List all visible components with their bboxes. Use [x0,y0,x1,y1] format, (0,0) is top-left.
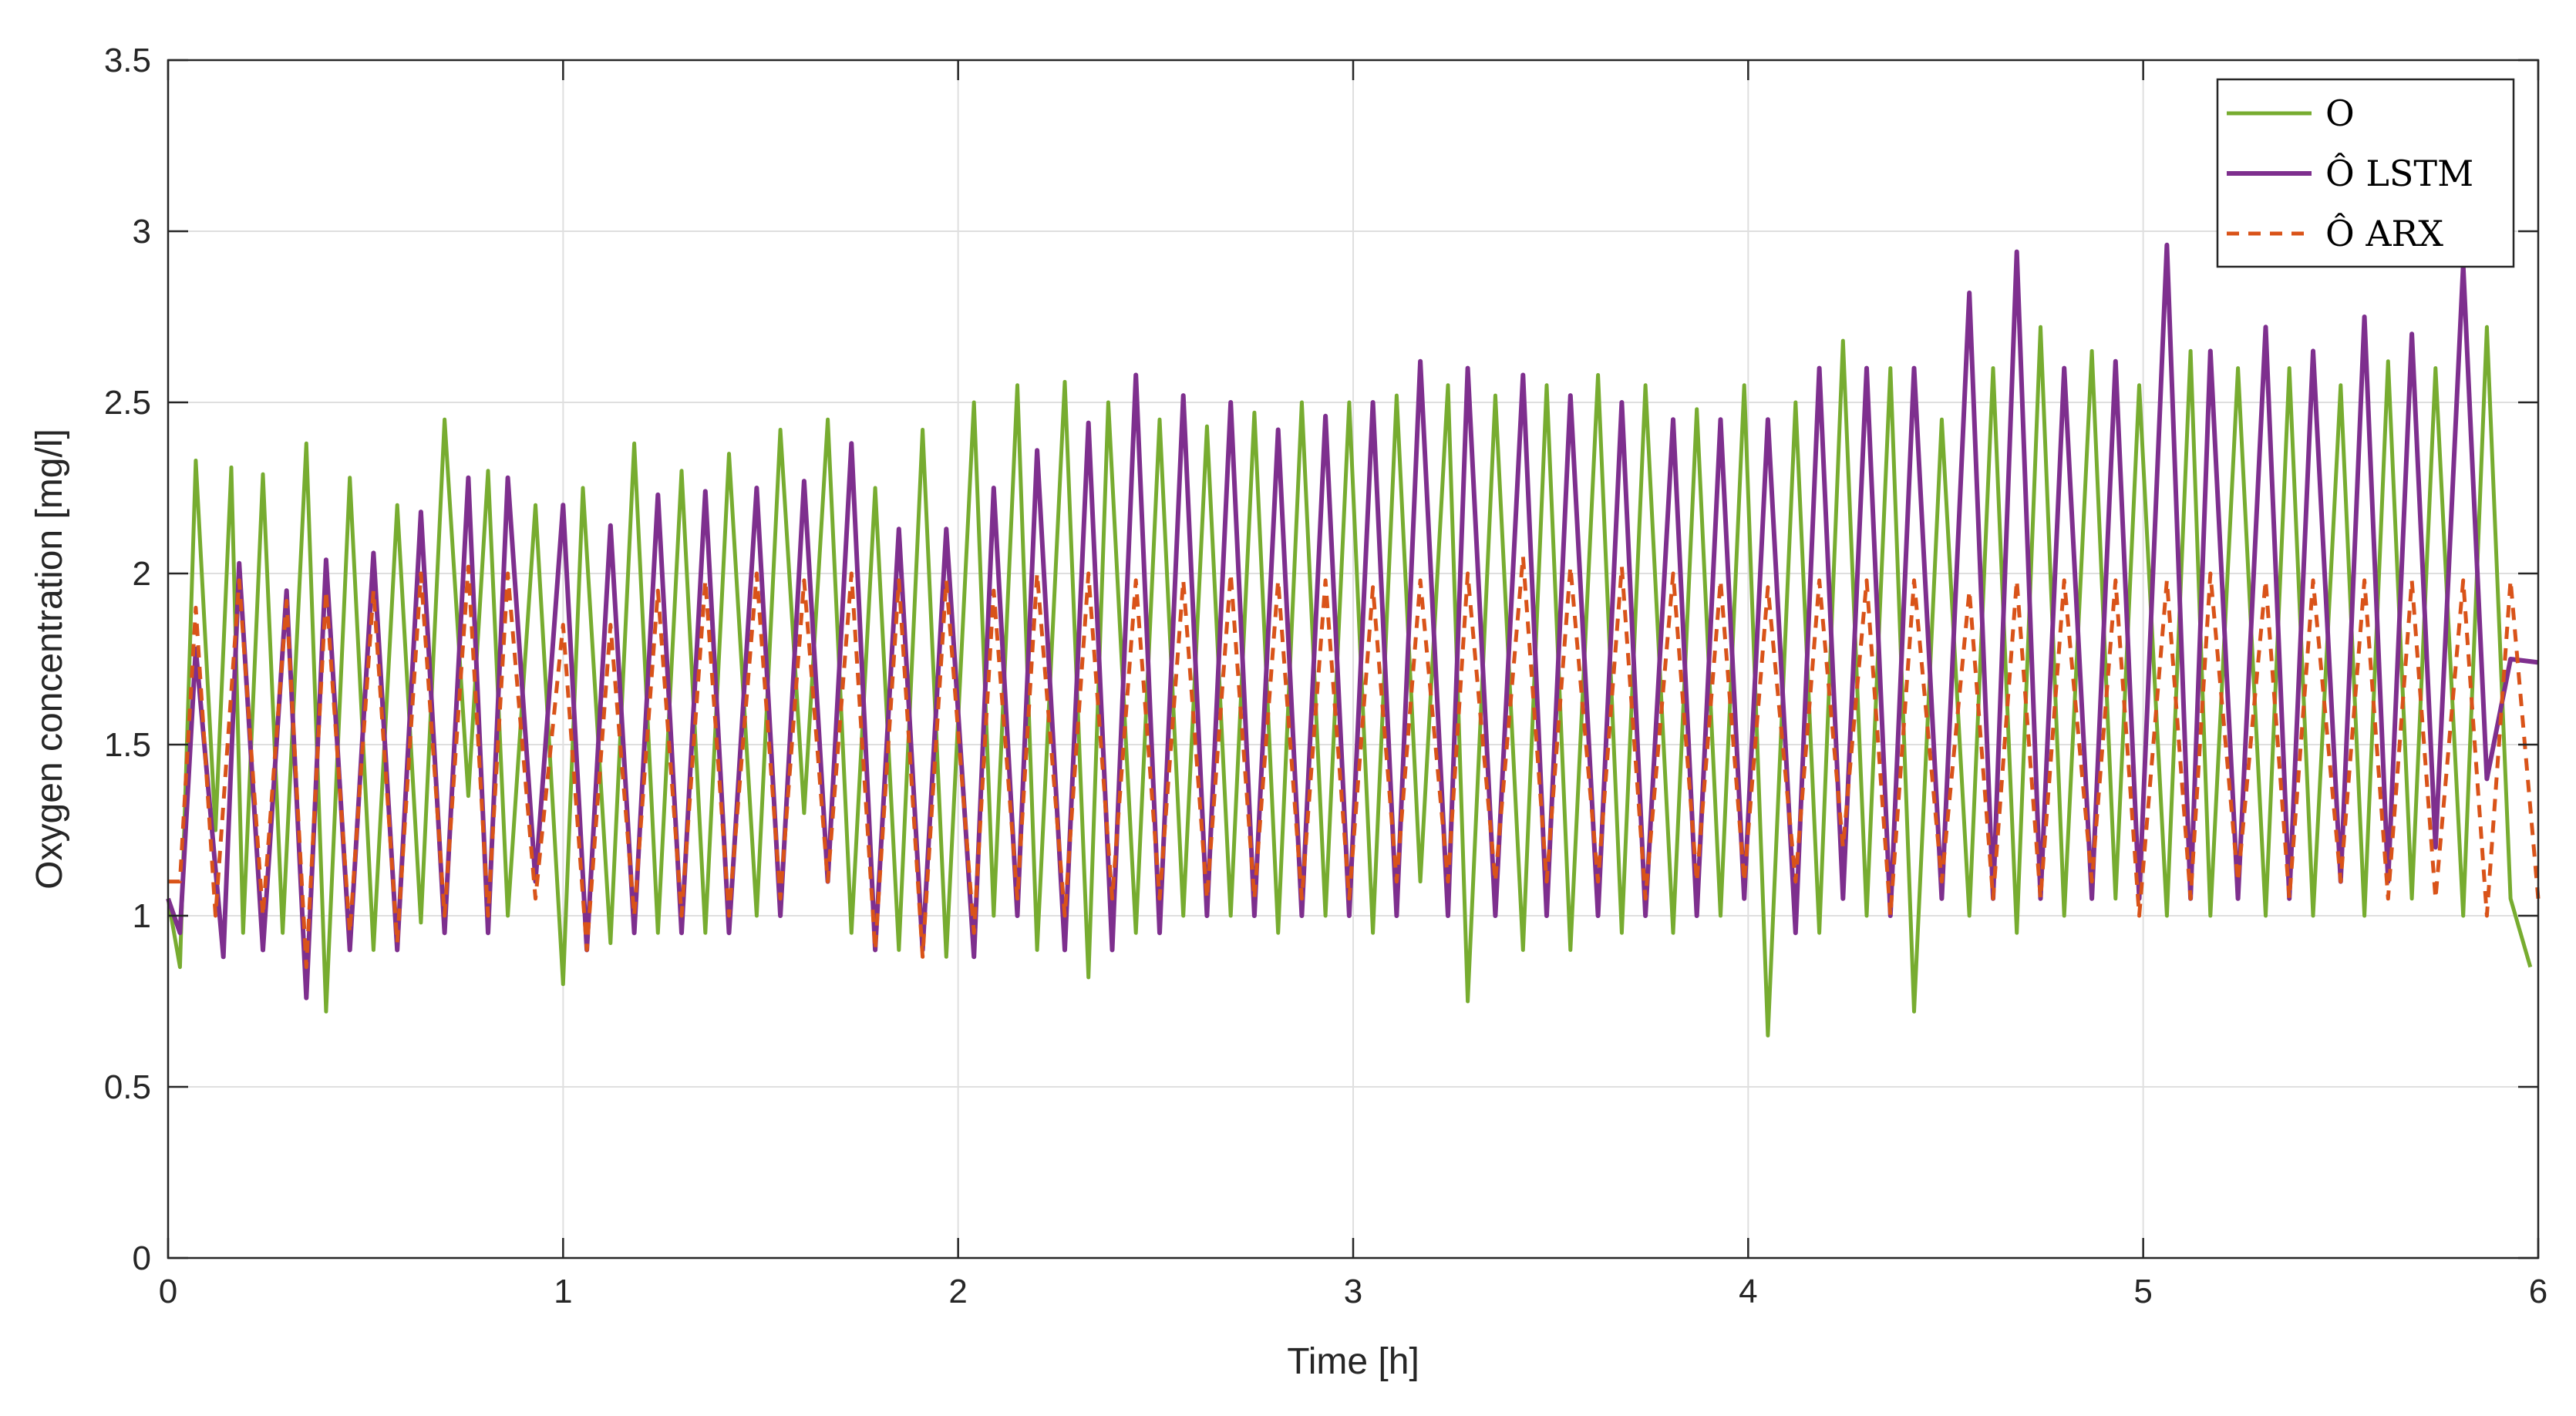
legend-label-lstm: Ô LSTM [2325,152,2473,194]
y-tick-label: 0.5 [104,1068,151,1106]
x-tick-label: 6 [2529,1273,2547,1310]
x-tick-label: 5 [2133,1273,2152,1310]
legend-label-o: O [2325,92,2355,134]
x-tick-label: 2 [948,1273,967,1310]
legend: O Ô LSTM Ô ARX [2216,78,2515,268]
series-lines [166,242,2541,1038]
y-tick-label: 1.5 [104,726,151,764]
x-axis-title: Time [h] [1287,1341,1419,1382]
y-tick-label: 3 [133,213,151,251]
y-tick-label: 0 [133,1239,151,1277]
x-tick-label: 1 [554,1273,572,1310]
x-tick-label: 4 [1739,1273,1757,1310]
series-line-arx [168,554,2541,970]
x-tick-label: 3 [1344,1273,1362,1310]
y-tick-label: 1 [133,897,151,935]
y-tick-label: 2 [133,555,151,593]
x-tick-label: 0 [159,1273,177,1310]
y-tick-label: 3.5 [104,42,151,79]
series-line-lstm [166,242,2539,1001]
series-line-o [166,325,2533,1038]
legend-label-arx: Ô ARX [2325,212,2443,254]
y-tick-label: 2.5 [104,384,151,422]
y-axis-title: Oxygen concentration [mg/l] [29,429,70,890]
ticks: 0 1 2 3 4 5 6 0 0.5 1 1.5 2 2.5 3 3.5 [104,42,2547,1310]
